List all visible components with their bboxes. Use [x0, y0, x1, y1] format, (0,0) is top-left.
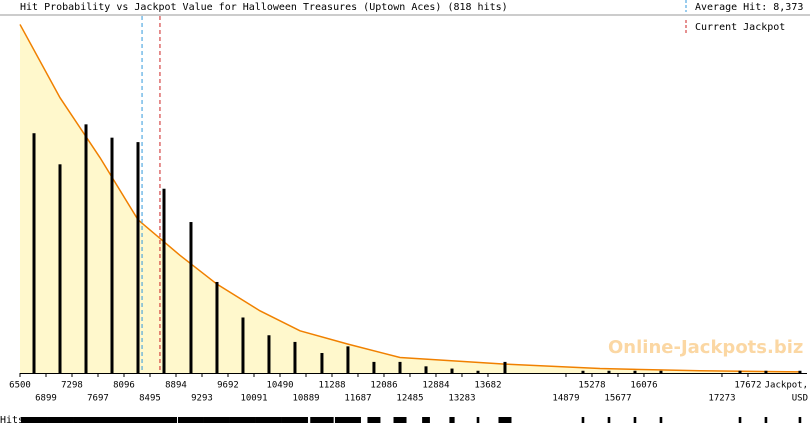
x-tick-label: 16076	[630, 381, 657, 391]
bar	[267, 335, 271, 373]
rug-band	[177, 417, 204, 423]
rug-band	[281, 417, 308, 423]
x-tick-label: 15278	[578, 381, 605, 391]
x-axis-label: USD	[792, 394, 808, 404]
bar	[241, 317, 245, 373]
rug-band	[151, 417, 178, 423]
bar	[58, 164, 62, 373]
legend-label: Average Hit: 8,373	[695, 2, 803, 13]
rug-band	[367, 417, 381, 423]
rug-band	[99, 417, 126, 423]
bar	[798, 370, 802, 373]
x-tick-label: 17273	[708, 394, 735, 404]
rug-band	[255, 417, 282, 423]
x-tick-label: 14879	[552, 394, 579, 404]
bar	[320, 353, 324, 373]
rug-band	[633, 417, 637, 423]
bar	[136, 142, 140, 373]
bar	[581, 370, 585, 373]
bar	[738, 370, 742, 373]
legend-label: Current Jackpot	[695, 22, 785, 33]
curve-line	[19, 24, 800, 373]
bar	[110, 137, 114, 373]
chart-title: Hit Probability vs Jackpot Value for Hal…	[20, 2, 508, 13]
x-tick-label: 10091	[240, 394, 267, 404]
x-tick-label: 13283	[448, 394, 475, 404]
bar	[189, 222, 193, 373]
x-tick-label: 17672	[734, 381, 761, 391]
rug-band	[73, 417, 100, 423]
rug-band	[764, 417, 768, 423]
bar	[162, 188, 166, 373]
rug-band	[47, 417, 74, 423]
bar	[372, 361, 376, 373]
bar	[503, 361, 507, 373]
x-tick-label: 8096	[113, 381, 135, 391]
rug-band	[203, 417, 230, 423]
x-tick-label: 10490	[266, 381, 293, 391]
bar	[607, 370, 611, 373]
bar	[450, 368, 454, 373]
rug-band	[607, 417, 611, 423]
x-axis-label: Jackpot,	[765, 381, 808, 391]
x-tick-label: 12884	[422, 381, 449, 391]
x-tick-label: 15677	[604, 394, 631, 404]
rug-band	[659, 417, 663, 423]
rug-band	[21, 417, 48, 423]
rug-band	[125, 417, 152, 423]
x-tick-label: 11687	[344, 394, 371, 404]
x-tick-label: 6899	[35, 394, 57, 404]
rug-label: Hits	[0, 415, 24, 425]
bar	[424, 366, 428, 373]
bar	[476, 370, 480, 373]
watermark: Online-Jackpots.biz	[608, 337, 803, 358]
x-tick-label: 10889	[292, 394, 319, 404]
x-tick-label: 9692	[217, 381, 239, 391]
rug-band	[310, 417, 334, 423]
rug-band	[449, 417, 455, 423]
bar	[398, 361, 402, 373]
x-tick-label: 8894	[165, 381, 187, 391]
rug-band	[498, 417, 512, 423]
bar	[84, 124, 88, 373]
rug-band	[798, 417, 802, 423]
x-tick-label: 12485	[396, 394, 423, 404]
x-tick-label: 7697	[87, 394, 109, 404]
bar	[293, 341, 297, 373]
rug-band	[476, 417, 480, 423]
rug-band	[229, 417, 256, 423]
x-tick-label: 7298	[61, 381, 83, 391]
curve-area	[20, 24, 800, 374]
bar	[32, 133, 36, 373]
x-tick-label: 12086	[370, 381, 397, 391]
x-tick-label: 6500	[9, 381, 31, 391]
bar	[764, 370, 768, 373]
rug-band	[738, 417, 742, 423]
x-tick-label: 9293	[191, 394, 213, 404]
bar	[346, 346, 350, 373]
rug-band	[581, 417, 585, 423]
bar	[659, 370, 663, 373]
x-tick-label: 8495	[139, 394, 161, 404]
rug-band	[334, 417, 361, 423]
bar	[215, 281, 219, 373]
bar	[633, 370, 637, 373]
rug-band	[393, 417, 407, 423]
x-tick-label: 13682	[474, 381, 501, 391]
rug-band	[422, 417, 430, 423]
x-tick-label: 11288	[318, 381, 345, 391]
